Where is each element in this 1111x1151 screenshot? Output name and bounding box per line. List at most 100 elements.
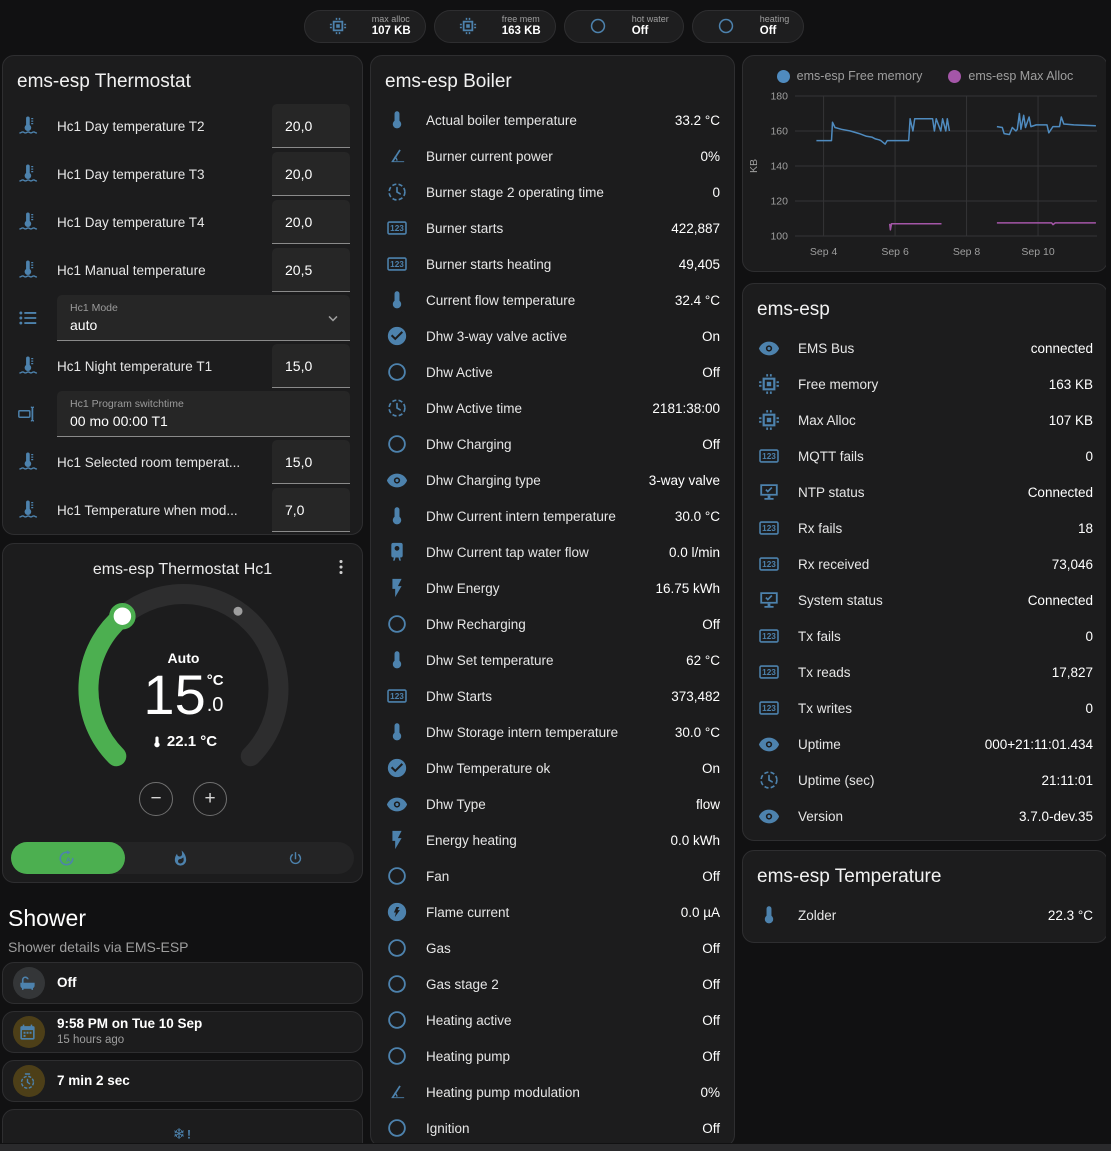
chip-text: max alloc 107 KB bbox=[372, 14, 411, 38]
entity-row[interactable]: 123 Rx received 73,046 bbox=[743, 546, 1106, 582]
entity-row[interactable]: Dhw 3-way valve active On bbox=[371, 318, 734, 354]
entity-row[interactable]: Dhw Set temperature 62 °C bbox=[371, 642, 734, 678]
entity-label: Uptime bbox=[798, 736, 841, 752]
dial-knob[interactable] bbox=[109, 602, 136, 630]
number-input[interactable]: 7,0 bbox=[272, 488, 350, 532]
entity-row[interactable]: Flame current 0.0 µA bbox=[371, 894, 734, 930]
entity-row[interactable]: Dhw Active Off bbox=[371, 354, 734, 390]
entity-label: Burner starts bbox=[426, 220, 504, 236]
entity-row[interactable]: System status Connected bbox=[743, 582, 1106, 618]
dial-arc[interactable] bbox=[3, 582, 363, 832]
legend-item[interactable]: ems-esp Free memory bbox=[776, 68, 922, 84]
entity-row[interactable]: 123 Tx writes 0 bbox=[743, 690, 1106, 726]
entity-row[interactable]: EMS Bus connected bbox=[743, 330, 1106, 366]
form-textbox-icon bbox=[18, 406, 35, 422]
entity-value: 62 °C bbox=[686, 652, 720, 668]
legend-dot bbox=[776, 69, 790, 83]
number-input[interactable]: 20,0 bbox=[272, 200, 350, 244]
increase-temp-button[interactable]: + bbox=[193, 782, 227, 816]
text-input[interactable]: Hc1 Program switchtime 00 mo 00:00 T1 bbox=[57, 391, 350, 437]
shower-tile[interactable]: 7 min 2 sec bbox=[2, 1060, 363, 1102]
entity-row[interactable]: Dhw Recharging Off bbox=[371, 606, 734, 642]
chip-icon-wrap bbox=[444, 17, 495, 35]
circle-icon bbox=[388, 939, 406, 957]
entity-row[interactable]: Uptime (sec) 21:11:01 bbox=[743, 762, 1106, 798]
number-input[interactable]: 20,5 bbox=[272, 248, 350, 292]
mode-select[interactable]: Hc1 Mode auto bbox=[57, 295, 350, 341]
shower-tile[interactable]: ❄! bbox=[2, 1109, 363, 1143]
header-chip[interactable]: free mem 163 KB bbox=[433, 9, 556, 43]
entity-row[interactable]: Heating pump modulation 0% bbox=[371, 1074, 734, 1110]
shower-tile[interactable]: Off bbox=[2, 962, 363, 1004]
number-input[interactable]: 15,0 bbox=[272, 440, 350, 484]
legend-item[interactable]: ems-esp Max Alloc bbox=[948, 68, 1073, 84]
entity-row[interactable]: Max Alloc 107 KB bbox=[743, 402, 1106, 438]
entity-label: Dhw Temperature ok bbox=[426, 760, 551, 776]
entity-row[interactable]: Dhw Energy 16.75 kWh bbox=[371, 570, 734, 606]
timer-icon bbox=[20, 1072, 35, 1089]
dots-vertical-icon[interactable] bbox=[328, 554, 354, 580]
thermostat-settings-card: ems-esp Thermostat Hc1 Day temperature T… bbox=[2, 55, 363, 535]
decrease-temp-button[interactable]: − bbox=[139, 782, 173, 816]
entity-row[interactable]: Current flow temperature 32.4 °C bbox=[371, 282, 734, 318]
hvac-mode-power-button[interactable] bbox=[240, 842, 354, 874]
entity-row[interactable]: Heating pump Off bbox=[371, 1038, 734, 1074]
entity-label: Tx fails bbox=[798, 628, 841, 644]
entity-row[interactable]: Dhw Current intern temperature 30.0 °C bbox=[371, 498, 734, 534]
entity-row[interactable]: Dhw Temperature ok On bbox=[371, 750, 734, 786]
entity-row[interactable]: Zolder 22.3 °C bbox=[743, 897, 1106, 933]
entity-row[interactable]: NTP status Connected bbox=[743, 474, 1106, 510]
entity-row[interactable]: 123 Tx fails 0 bbox=[743, 618, 1106, 654]
number-input[interactable]: 20,0 bbox=[272, 152, 350, 196]
entity-row[interactable]: Free memory 163 KB bbox=[743, 366, 1106, 402]
thermometer-icon bbox=[154, 735, 160, 747]
entity-row[interactable]: 123 Tx reads 17,827 bbox=[743, 654, 1106, 690]
entity-row[interactable]: Burner current power 0% bbox=[371, 138, 734, 174]
horizontal-scrollbar[interactable] bbox=[0, 1144, 1111, 1151]
entity-row[interactable]: 123 MQTT fails 0 bbox=[743, 438, 1106, 474]
entity-row[interactable]: Uptime 000+21:11:01.434 bbox=[743, 726, 1106, 762]
entity-row[interactable]: Energy heating 0.0 kWh bbox=[371, 822, 734, 858]
entity-row[interactable]: Ignition Off bbox=[371, 1110, 734, 1143]
entity-row[interactable]: 123 Burner starts heating 49,405 bbox=[371, 246, 734, 282]
entity-row[interactable]: 123 Burner starts 422,887 bbox=[371, 210, 734, 246]
check-circle-icon bbox=[387, 326, 407, 346]
entity-row[interactable]: Dhw Active time 2181:38:00 bbox=[371, 390, 734, 426]
entity-row[interactable]: Gas Off bbox=[371, 930, 734, 966]
entity-row[interactable]: 123 Rx fails 18 bbox=[743, 510, 1106, 546]
entity-row[interactable]: 123 Dhw Starts 373,482 bbox=[371, 678, 734, 714]
tile-icon-chip bbox=[13, 967, 45, 999]
entity-row[interactable]: Fan Off bbox=[371, 858, 734, 894]
entity-label: Burner current power bbox=[426, 148, 553, 164]
tile-icon-chip bbox=[13, 1016, 45, 1048]
entity-row[interactable]: Dhw Current tap water flow 0.0 l/min bbox=[371, 534, 734, 570]
shower-tile[interactable]: 9:58 PM on Tue 10 Sep 15 hours ago bbox=[2, 1011, 363, 1053]
number-input[interactable]: 20,0 bbox=[272, 104, 350, 148]
entity-row[interactable]: Dhw Charging type 3-way valve bbox=[371, 462, 734, 498]
entity-value: 33.2 °C bbox=[674, 112, 720, 128]
entity-row[interactable]: Version 3.7.0-dev.35 bbox=[743, 798, 1106, 834]
clock-icon bbox=[388, 399, 406, 417]
entity-row[interactable]: Actual boiler temperature 33.2 °C bbox=[371, 102, 734, 138]
number-input[interactable]: 15,0 bbox=[272, 344, 350, 388]
entity-row[interactable]: Heating active Off bbox=[371, 1002, 734, 1038]
entity-row[interactable]: Dhw Storage intern temperature 30.0 °C bbox=[371, 714, 734, 750]
header-chip[interactable]: heating Off bbox=[691, 9, 805, 43]
entity-value: connected bbox=[1030, 340, 1093, 356]
entity-row[interactable]: Burner stage 2 operating time 0 bbox=[371, 174, 734, 210]
thermostat-row: Hc1 Mode auto bbox=[3, 294, 362, 342]
hvac-mode-fire-button[interactable] bbox=[125, 842, 239, 874]
tile-primary-label: 7 min 2 sec bbox=[57, 1072, 130, 1088]
header-chip[interactable]: max alloc 107 KB bbox=[303, 9, 426, 43]
entity-row[interactable]: Dhw Charging Off bbox=[371, 426, 734, 462]
entity-row[interactable]: Gas stage 2 Off bbox=[371, 966, 734, 1002]
current-temp-value: 22.1 °C bbox=[166, 733, 218, 750]
entity-row[interactable]: Dhw Type flow bbox=[371, 786, 734, 822]
svg-text:123: 123 bbox=[762, 632, 776, 641]
entity-label: Tx writes bbox=[798, 700, 852, 716]
thermostat-row: Hc1 Night temperature T1 15,0 bbox=[3, 342, 362, 390]
calendar-icon bbox=[20, 1024, 35, 1040]
svg-text:123: 123 bbox=[390, 692, 404, 701]
hvac-mode-auto-button[interactable]: A bbox=[11, 842, 126, 874]
header-chip[interactable]: hot water Off bbox=[563, 9, 684, 43]
